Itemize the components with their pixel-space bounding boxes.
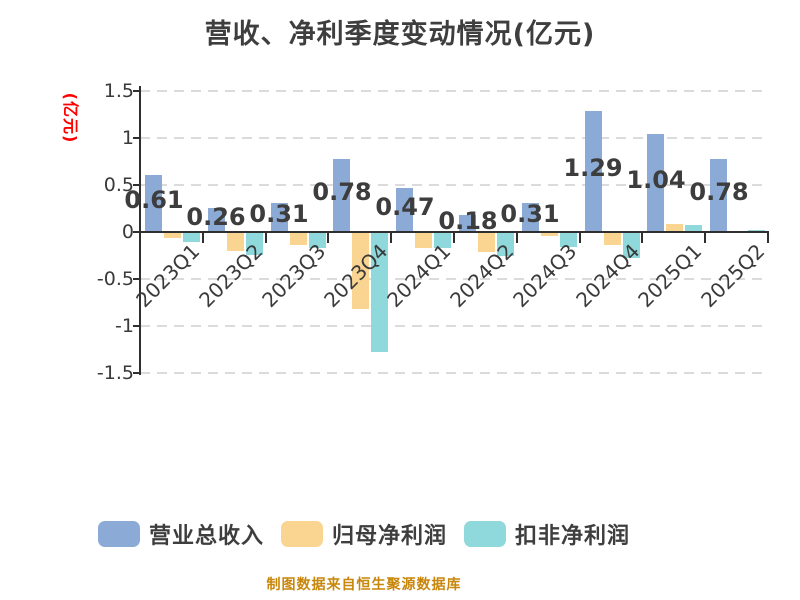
gridline--0.5: [140, 278, 768, 280]
y-tick-label: -1.5: [96, 362, 134, 384]
bar-series2-2024Q2: [497, 233, 514, 256]
legend-item-net-profit: 归母净利润: [280, 518, 447, 550]
bar-value-label-2023Q4: 0.78: [312, 178, 372, 206]
x-category-label-2024Q3: 2024Q3: [508, 239, 582, 313]
legend-label-deducted-profit: 扣非净利润: [515, 524, 631, 549]
gridline-0.5: [140, 184, 768, 186]
y-tick-label: 1: [121, 127, 134, 149]
bar-value-label-2023Q2: 0.26: [186, 203, 246, 231]
legend-label-net-profit: 归母净利润: [331, 524, 447, 549]
bar-series1-2023Q4: [352, 233, 369, 309]
bar-series0-2024Q2: [459, 215, 476, 232]
bar-value-label-2023Q3: 0.31: [249, 200, 309, 228]
bar-series2-2024Q3: [560, 233, 577, 247]
x-category-label-2024Q1: 2024Q1: [382, 239, 456, 313]
bar-series2-2023Q1: [183, 233, 200, 242]
y-tick-label: 1.5: [103, 80, 134, 102]
bar-value-label-2024Q3: 0.31: [500, 200, 560, 228]
x-tick-mark: [579, 232, 581, 243]
x-tick-mark: [767, 232, 769, 243]
legend-swatch-deducted-profit-icon: [464, 521, 506, 547]
y-axis-line: [139, 86, 141, 375]
bar-series1-2024Q2: [478, 233, 495, 252]
legend-swatch-revenue-icon: [97, 521, 140, 547]
y-tick-mark: [133, 278, 140, 280]
y-tick-label: 0: [121, 221, 134, 243]
x-tick-mark: [516, 232, 518, 243]
bar-series0-2024Q3: [522, 203, 539, 232]
bar-series0-2023Q3: [271, 203, 288, 232]
gridline--1: [140, 325, 768, 327]
x-tick-mark: [453, 232, 455, 243]
legend: 营业总收入 归母净利润 扣非净利润: [0, 518, 728, 550]
x-category-label-2023Q1: 2023Q1: [131, 239, 205, 313]
legend-swatch-net-profit-icon: [280, 521, 323, 547]
gridline-1: [140, 137, 768, 139]
y-tick-mark: [133, 90, 140, 92]
gridline--1.5: [140, 372, 768, 374]
bar-series1-2023Q2: [227, 233, 244, 251]
x-tick-mark: [390, 232, 392, 243]
bar-value-label-2023Q1: 0.61: [124, 186, 184, 214]
bar-series2-2023Q2: [246, 233, 263, 255]
y-tick-label: -0.5: [96, 268, 134, 290]
footer-data-source-note: 制图数据来自恒生聚源数据库: [266, 577, 462, 593]
legend-item-revenue: 营业总收入: [97, 518, 264, 550]
x-tick-mark: [265, 232, 267, 243]
bar-series1-2025Q1: [666, 224, 683, 232]
bar-series0-2025Q2: [710, 159, 727, 232]
chart-title: 营收、净利季度变动情况(亿元): [204, 19, 596, 50]
bar-series1-2024Q4: [604, 233, 621, 245]
gridline-1.5: [140, 90, 768, 92]
y-tick-mark: [133, 325, 140, 327]
bar-series1-2024Q3: [541, 233, 558, 236]
bar-series1-2023Q1: [164, 233, 181, 238]
bar-series2-2023Q3: [309, 233, 326, 248]
bar-series0-2024Q4: [585, 111, 602, 232]
x-tick-mark: [202, 232, 204, 243]
y-tick-label: 0.5: [103, 174, 134, 196]
y-tick-mark: [133, 137, 140, 139]
bar-value-label-2024Q4: 1.29: [563, 154, 623, 182]
bar-series0-2023Q1: [145, 175, 162, 232]
bar-series2-2023Q4: [371, 233, 388, 352]
x-category-label-2024Q4: 2024Q4: [570, 239, 644, 313]
bar-value-label-2025Q2: 0.78: [689, 178, 749, 206]
x-tick-mark: [641, 232, 643, 243]
bar-value-label-2024Q1: 0.47: [375, 193, 435, 221]
bar-series1-2024Q1: [415, 233, 432, 248]
x-tick-mark: [327, 232, 329, 243]
bar-series0-2025Q1: [647, 134, 664, 232]
bar-series0-2024Q1: [396, 188, 413, 232]
y-tick-label: -1: [115, 315, 134, 337]
y-tick-mark: [133, 231, 140, 233]
bar-series2-2025Q1: [685, 225, 702, 232]
x-category-label-2025Q2: 2025Q2: [696, 239, 770, 313]
bar-series1-2023Q3: [290, 233, 307, 245]
legend-label-revenue: 营业总收入: [148, 524, 264, 549]
legend-item-deducted-profit: 扣非净利润: [464, 518, 630, 550]
x-tick-mark: [704, 232, 706, 243]
y-axis-unit-label: (亿元): [61, 92, 80, 144]
x-category-label-2023Q3: 2023Q3: [256, 239, 330, 313]
bar-value-label-2024Q2: 0.18: [438, 207, 498, 235]
bar-series2-2024Q1: [434, 233, 451, 248]
y-tick-mark: [133, 372, 140, 374]
y-tick-mark: [133, 184, 140, 186]
bar-series0-2023Q2: [208, 208, 225, 232]
bar-value-label-2025Q1: 1.04: [626, 166, 686, 194]
x-category-label-2025Q1: 2025Q1: [633, 239, 707, 313]
bar-series2-2024Q4: [623, 233, 640, 258]
bar-series0-2023Q4: [333, 159, 350, 232]
